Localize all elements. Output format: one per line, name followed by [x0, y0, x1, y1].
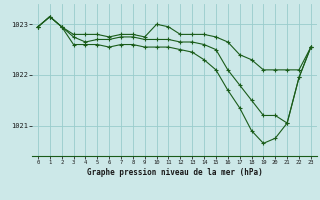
- X-axis label: Graphe pression niveau de la mer (hPa): Graphe pression niveau de la mer (hPa): [86, 168, 262, 177]
